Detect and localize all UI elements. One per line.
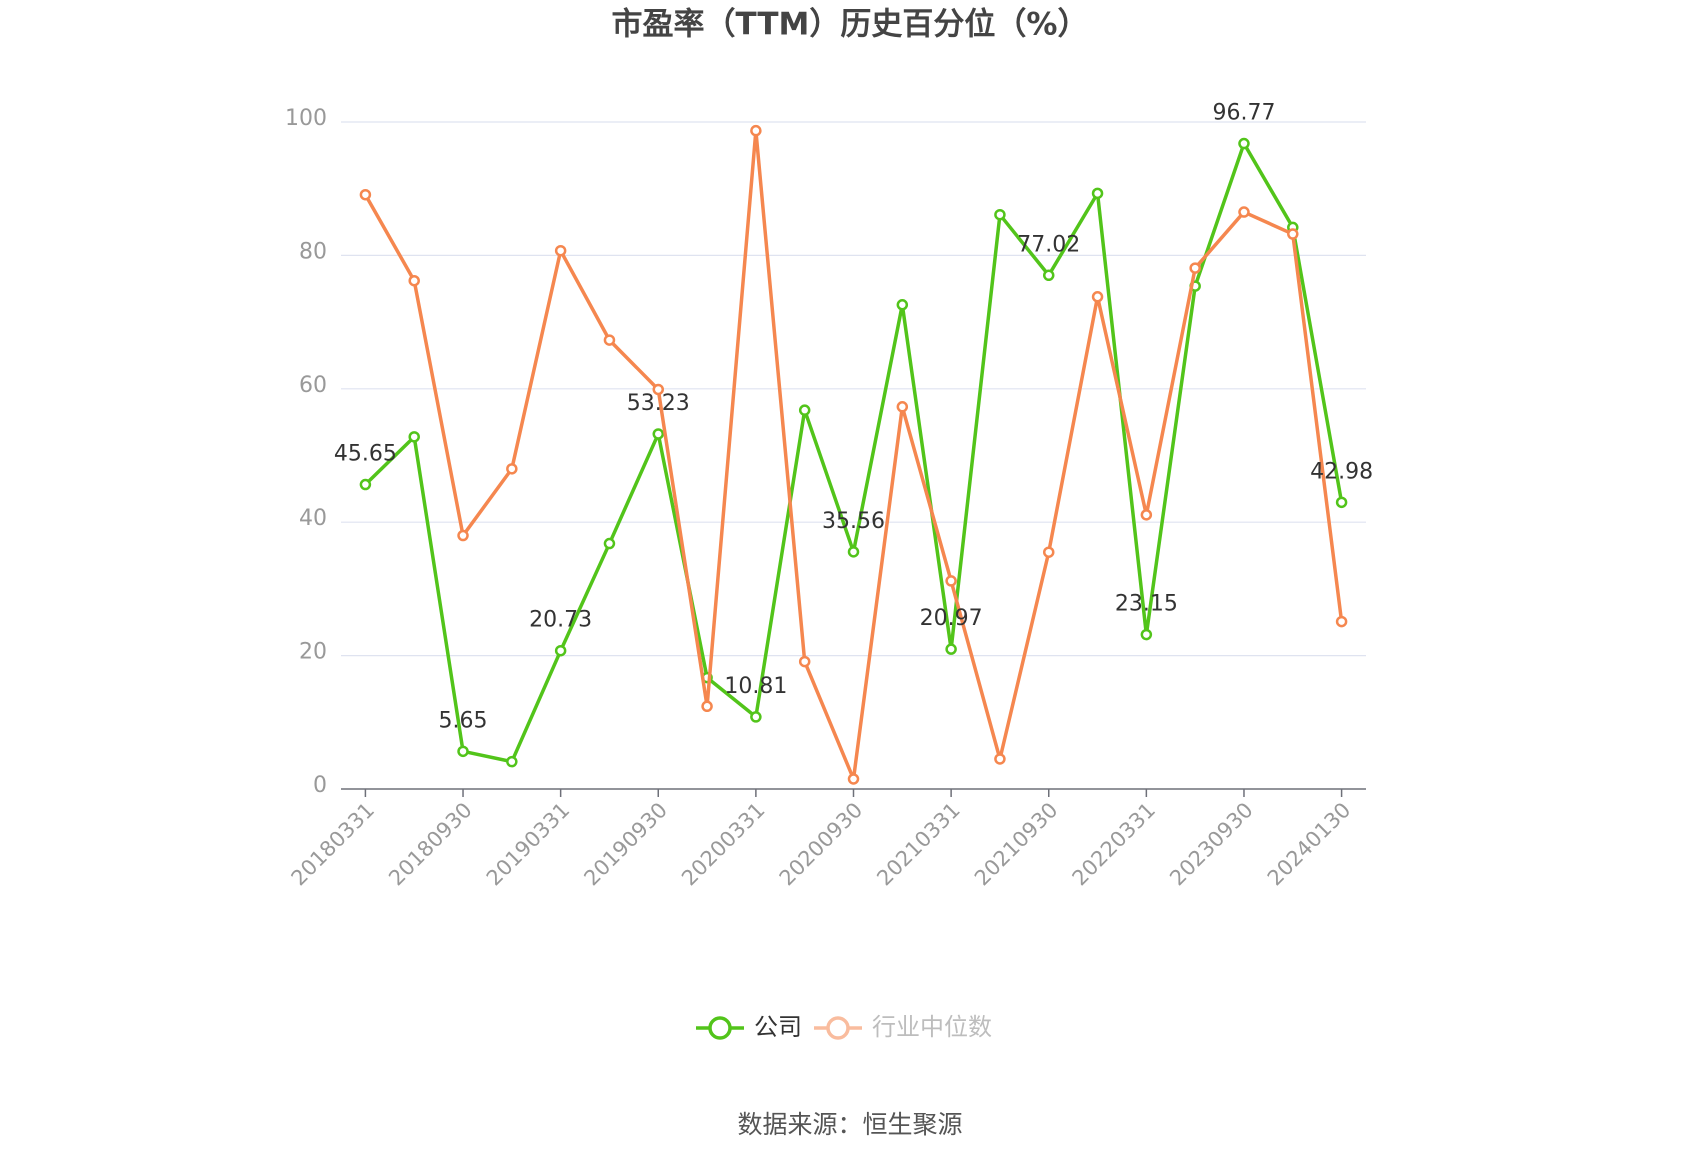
data-point	[359, 478, 372, 491]
data-label: 42.98	[1310, 459, 1373, 484]
data-point	[994, 753, 1006, 765]
data-point	[701, 700, 713, 713]
data-point	[1335, 496, 1348, 509]
x-tick-label: 20190331	[482, 798, 575, 891]
data-point	[359, 188, 372, 201]
data-point	[506, 755, 518, 768]
data-label: 10.81	[724, 674, 787, 699]
legend-item[interactable]: 公司	[696, 1013, 802, 1041]
data-point	[603, 537, 616, 550]
source-note: 数据来源：恒生聚源	[737, 1110, 962, 1139]
data-point	[896, 299, 909, 311]
y-tick-label: 80	[299, 239, 327, 264]
x-tick-label: 20230930	[1165, 798, 1258, 891]
data-label: 23.15	[1115, 592, 1178, 617]
data-label: 96.77	[1212, 101, 1275, 126]
data-point	[1042, 546, 1055, 558]
legend-label: 行业中位数	[872, 1013, 992, 1041]
data-point	[554, 644, 567, 657]
data-point	[554, 244, 567, 257]
series-line	[363, 128, 1344, 781]
data-point	[1042, 269, 1055, 282]
legend-label: 公司	[754, 1013, 802, 1041]
data-point	[457, 529, 469, 542]
data-point	[750, 124, 762, 137]
data-point	[798, 655, 811, 668]
x-tick-label: 20210331	[872, 798, 965, 891]
data-point	[1140, 509, 1153, 521]
chart-title: 市盈率（TTM）历史百分位（%）	[612, 7, 1089, 43]
x-tick-label: 20180930	[384, 798, 477, 891]
legend-item[interactable]: 行业中位数	[814, 1013, 992, 1041]
data-point	[408, 274, 420, 287]
data-point	[1287, 228, 1299, 240]
x-tick-label: 20190930	[579, 798, 672, 891]
data-point	[1335, 615, 1348, 628]
data-label: 20.73	[529, 608, 592, 633]
data-point	[847, 546, 860, 558]
x-tick-label: 20220331	[1068, 798, 1161, 891]
data-point	[896, 401, 909, 413]
data-point	[1189, 262, 1201, 274]
data-label: 20.97	[920, 606, 983, 631]
data-point	[945, 575, 957, 587]
x-tick-label: 20180331	[287, 798, 380, 891]
data-point	[652, 383, 665, 396]
data-label: 5.65	[439, 708, 488, 733]
data-point	[798, 404, 811, 416]
series-line	[364, 141, 1344, 764]
data-label: 35.56	[822, 509, 885, 534]
y-tick-label: 40	[299, 506, 327, 531]
x-tick-label: 20200331	[677, 798, 770, 891]
y-tick-label: 20	[299, 640, 327, 665]
data-label: 45.65	[334, 442, 397, 467]
data-point	[457, 745, 469, 758]
data-label: 53.23	[627, 391, 690, 416]
y-tick-label: 100	[285, 106, 327, 131]
data-point	[994, 208, 1006, 221]
data-point	[1238, 206, 1250, 218]
legend: 公司 行业中位数	[696, 1013, 992, 1041]
data-point	[1091, 291, 1104, 303]
y-tick-label: 0	[313, 773, 327, 798]
data-point	[408, 431, 420, 443]
data-point	[847, 773, 860, 785]
data-point	[750, 711, 762, 723]
x-tick-label: 20200930	[775, 798, 868, 891]
data-point	[1091, 187, 1104, 200]
data-point	[1238, 137, 1250, 150]
data-point	[506, 463, 518, 475]
data-label: 77.02	[1017, 232, 1080, 257]
data-point	[652, 428, 665, 440]
legend-swatch-dot	[708, 1016, 732, 1040]
x-tick-label: 20210930	[970, 798, 1063, 891]
y-tick-label: 60	[299, 373, 327, 398]
data-point	[945, 643, 957, 655]
legend-swatch-dot	[826, 1016, 850, 1040]
data-point	[1140, 628, 1153, 641]
x-tick-label: 20240130	[1263, 798, 1356, 891]
data-point	[603, 334, 616, 346]
